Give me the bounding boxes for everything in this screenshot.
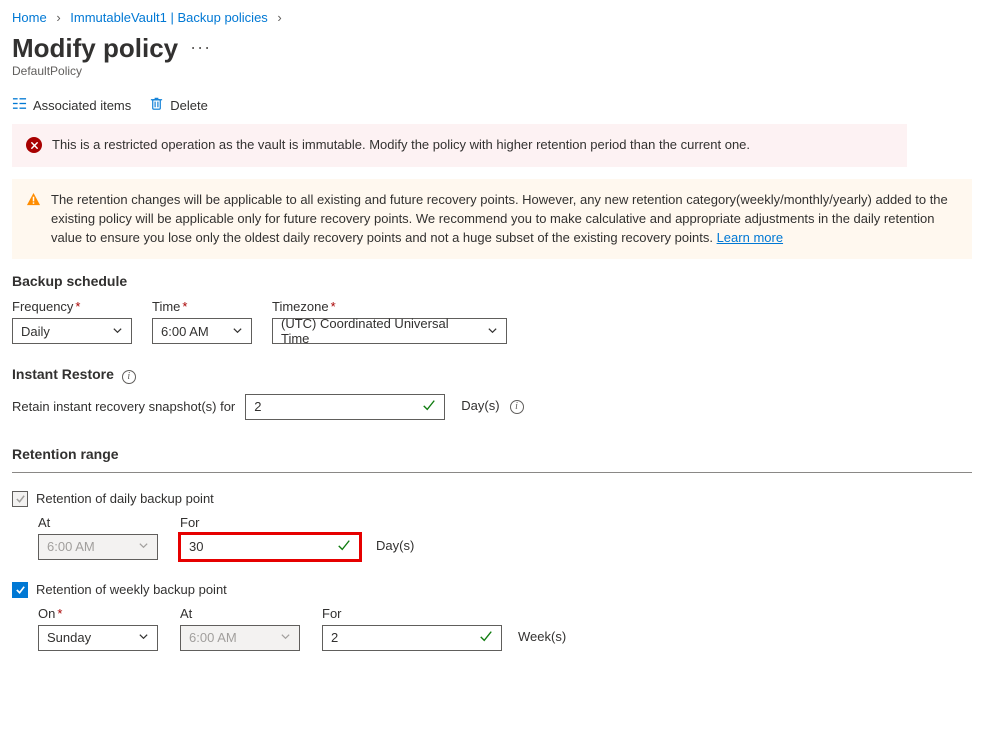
weekly-unit: Week(s) xyxy=(518,629,566,646)
list-icon xyxy=(12,96,27,114)
backup-schedule-heading: Backup schedule xyxy=(12,273,972,289)
timezone-value: (UTC) Coordinated Universal Time xyxy=(281,316,479,346)
weekly-at-label: At xyxy=(180,606,300,621)
weekly-retention-checkbox[interactable] xyxy=(12,582,28,598)
error-icon xyxy=(26,137,42,153)
warning-text-body: The retention changes will be applicable… xyxy=(51,192,948,245)
trash-icon xyxy=(149,96,164,114)
instant-days-value: 2 xyxy=(254,399,261,414)
daily-for-label: For xyxy=(180,515,414,530)
warning-text: The retention changes will be applicable… xyxy=(51,191,958,248)
timezone-label: Timezone* xyxy=(272,299,507,314)
checkmark-icon xyxy=(337,538,351,555)
chevron-down-icon xyxy=(232,324,243,339)
breadcrumb: Home › ImmutableVault1 | Backup policies… xyxy=(12,10,972,25)
chevron-down-icon xyxy=(112,324,123,339)
associated-items-label: Associated items xyxy=(33,98,131,113)
weekly-for-value: 2 xyxy=(331,630,338,645)
delete-button[interactable]: Delete xyxy=(149,96,208,114)
time-select[interactable]: 6:00 AM xyxy=(152,318,252,344)
weekly-for-input[interactable]: 2 xyxy=(322,625,502,651)
divider xyxy=(12,472,972,473)
timezone-select[interactable]: (UTC) Coordinated Universal Time xyxy=(272,318,507,344)
instant-restore-heading: Instant Restore i xyxy=(12,366,972,384)
error-text: This is a restricted operation as the va… xyxy=(52,136,750,155)
chevron-down-icon xyxy=(138,539,149,554)
associated-items-button[interactable]: Associated items xyxy=(12,96,131,114)
chevron-right-icon: › xyxy=(277,10,281,25)
daily-at-value: 6:00 AM xyxy=(47,539,95,554)
daily-retention-title: Retention of daily backup point xyxy=(36,491,214,506)
daily-at-select: 6:00 AM xyxy=(38,534,158,560)
daily-unit: Day(s) xyxy=(376,538,414,555)
info-icon[interactable]: i xyxy=(122,370,136,384)
learn-more-link[interactable]: Learn more xyxy=(717,230,783,245)
page-title: Modify policy xyxy=(12,33,178,64)
frequency-select[interactable]: Daily xyxy=(12,318,132,344)
breadcrumb-home[interactable]: Home xyxy=(12,10,47,25)
chevron-down-icon xyxy=(487,324,498,339)
error-alert: This is a restricted operation as the va… xyxy=(12,124,907,167)
daily-retention-checkbox xyxy=(12,491,28,507)
frequency-value: Daily xyxy=(21,324,50,339)
instant-days-input[interactable]: 2 xyxy=(245,394,445,420)
daily-at-label: At xyxy=(38,515,158,530)
warning-icon xyxy=(26,192,41,207)
retention-range-heading: Retention range xyxy=(12,446,972,462)
weekly-at-select: 6:00 AM xyxy=(180,625,300,651)
chevron-down-icon xyxy=(138,630,149,645)
warning-alert: The retention changes will be applicable… xyxy=(12,179,972,260)
daily-for-input[interactable]: 30 xyxy=(180,534,360,560)
weekly-on-value: Sunday xyxy=(47,630,91,645)
time-value: 6:00 AM xyxy=(161,324,209,339)
instant-label: Retain instant recovery snapshot(s) for xyxy=(12,399,235,414)
weekly-on-label: On* xyxy=(38,606,158,621)
checkmark-icon xyxy=(422,398,436,415)
daily-for-value: 30 xyxy=(189,539,203,554)
delete-label: Delete xyxy=(170,98,208,113)
chevron-down-icon xyxy=(280,630,291,645)
weekly-at-value: 6:00 AM xyxy=(189,630,237,645)
page-subtitle: DefaultPolicy xyxy=(12,64,972,78)
instant-unit: Day(s) xyxy=(461,398,499,415)
weekly-retention-block: Retention of weekly backup point On* Sun… xyxy=(12,582,972,651)
daily-retention-block: Retention of daily backup point At 6:00 … xyxy=(12,491,972,560)
chevron-right-icon: › xyxy=(56,10,60,25)
weekly-retention-title: Retention of weekly backup point xyxy=(36,582,227,597)
breadcrumb-vault[interactable]: ImmutableVault1 | Backup policies xyxy=(70,10,268,25)
time-label: Time* xyxy=(152,299,252,314)
more-actions-button[interactable]: ··· xyxy=(190,37,211,58)
weekly-on-select[interactable]: Sunday xyxy=(38,625,158,651)
frequency-label: Frequency* xyxy=(12,299,132,314)
info-icon[interactable]: i xyxy=(510,400,524,414)
checkmark-icon xyxy=(479,629,493,646)
toolbar: Associated items Delete xyxy=(12,92,972,124)
weekly-for-label: For xyxy=(322,606,566,621)
